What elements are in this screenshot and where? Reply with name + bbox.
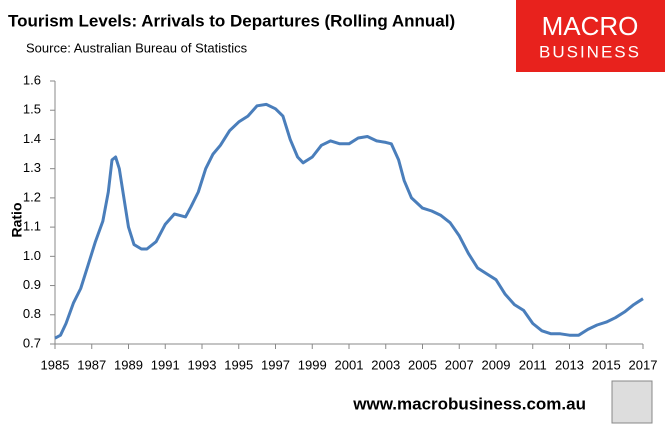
y-axis-label: Ratio — [9, 203, 25, 238]
y-tick-label: 1.6 — [23, 72, 41, 87]
x-tick-label: 1991 — [151, 357, 180, 372]
y-tick-label: 1.4 — [23, 131, 41, 146]
x-tick-label: 1993 — [188, 357, 217, 372]
line — [54, 102, 644, 340]
logo-box — [516, 0, 665, 72]
x-tick-label: 2013 — [555, 357, 584, 372]
x-tick-label: 2015 — [592, 357, 621, 372]
chart-subtitle: Source: Australian Bureau of Statistics — [26, 40, 248, 55]
x-tick-label: 2017 — [629, 357, 658, 372]
x-tick-label: 1985 — [41, 357, 70, 372]
x-tick-label: 2009 — [482, 357, 511, 372]
x-tick-label: 1995 — [224, 357, 253, 372]
y-tick-label: 0.7 — [23, 335, 41, 350]
logo-text: MACRO — [542, 11, 639, 41]
logo-icon — [611, 380, 653, 424]
x-tick-label: 2005 — [408, 357, 437, 372]
x-tick-label: 2001 — [335, 357, 364, 372]
y-tick-label: 1.5 — [23, 102, 41, 117]
y-tick-label: 0.9 — [23, 277, 41, 292]
x-tick-label: 1989 — [114, 357, 143, 372]
y-tick-label: 1.1 — [23, 219, 41, 234]
y-tick-label: 1.0 — [23, 248, 41, 263]
x-tick-label: 2003 — [371, 357, 400, 372]
x-tick-label: 1987 — [77, 357, 106, 372]
x-tick-label: 1999 — [298, 357, 327, 372]
logo-text: BUSINESS — [539, 42, 641, 61]
x-tick-label: 1997 — [261, 357, 290, 372]
chart-title: Tourism Levels: Arrivals to Departures (… — [8, 11, 455, 30]
footer: www.macrobusiness.com.au — [352, 394, 586, 413]
x-tick-label: 2011 — [519, 357, 547, 372]
y-tick-label: 0.8 — [23, 306, 41, 321]
x-tick-label: 2007 — [445, 357, 474, 372]
y-tick-label: 1.2 — [23, 189, 41, 204]
y-tick-label: 1.3 — [23, 160, 41, 175]
